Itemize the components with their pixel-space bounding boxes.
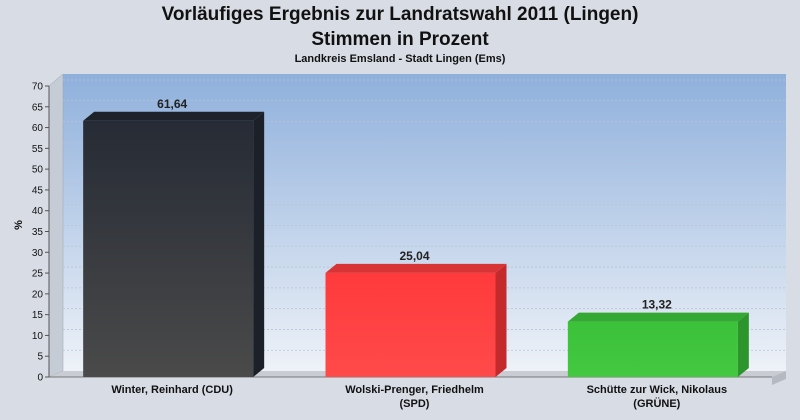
bar-1	[83, 111, 265, 377]
y-tick-label: 70	[32, 82, 44, 93]
y-tick-label: 65	[32, 102, 44, 113]
bar-front	[83, 120, 254, 377]
y-tick-label: 55	[32, 144, 44, 155]
x-tick-label-1: Winter, Reinhard (CDU)	[111, 384, 233, 396]
bar-front	[325, 272, 496, 377]
bar-side	[737, 312, 749, 377]
y-tick-label: 35	[32, 227, 44, 238]
chart-subtitle: Landkreis Emsland - Stadt Lingen (Ems)	[294, 53, 506, 65]
y-axis-label: %	[13, 220, 25, 230]
y-tick-label: 45	[32, 185, 44, 196]
plot-side-wall	[48, 73, 64, 378]
y-tick-label: 30	[32, 248, 44, 259]
chart-title: Vorläufiges Ergebnis zur Landratswahl 20…	[161, 4, 639, 25]
value-label-2: 25,04	[399, 249, 429, 263]
x-tick-label-2: Wolski-Prenger, Friedhelm (SPD)	[345, 384, 484, 410]
chart-title-line2: Stimmen in Prozent	[311, 29, 489, 50]
bar-top	[83, 111, 265, 121]
bar-side	[253, 111, 265, 377]
y-tick-label: 60	[32, 123, 44, 134]
y-tick-label: 0	[37, 373, 43, 384]
bar-top	[325, 263, 507, 273]
value-label-3: 13,32	[642, 298, 672, 312]
y-tick-label: 15	[32, 310, 44, 321]
y-tick-label: 40	[32, 206, 44, 217]
y-tick-label: 20	[32, 289, 44, 300]
y-tick-label: 10	[32, 331, 44, 342]
plot-floor-edge	[772, 371, 786, 385]
y-tick-label: 50	[32, 165, 44, 176]
bar-2	[325, 263, 507, 377]
bar-side	[495, 263, 507, 377]
x-tick-label-3: Schütte zur Wick, Nikolaus (GRÜNE)	[586, 384, 728, 410]
y-tick-label: 5	[37, 352, 43, 363]
value-label-1: 61,64	[157, 97, 187, 111]
bar-front	[567, 321, 738, 377]
y-tick-label: 25	[32, 269, 44, 280]
bar-top	[567, 312, 749, 322]
bar-3	[567, 312, 749, 377]
